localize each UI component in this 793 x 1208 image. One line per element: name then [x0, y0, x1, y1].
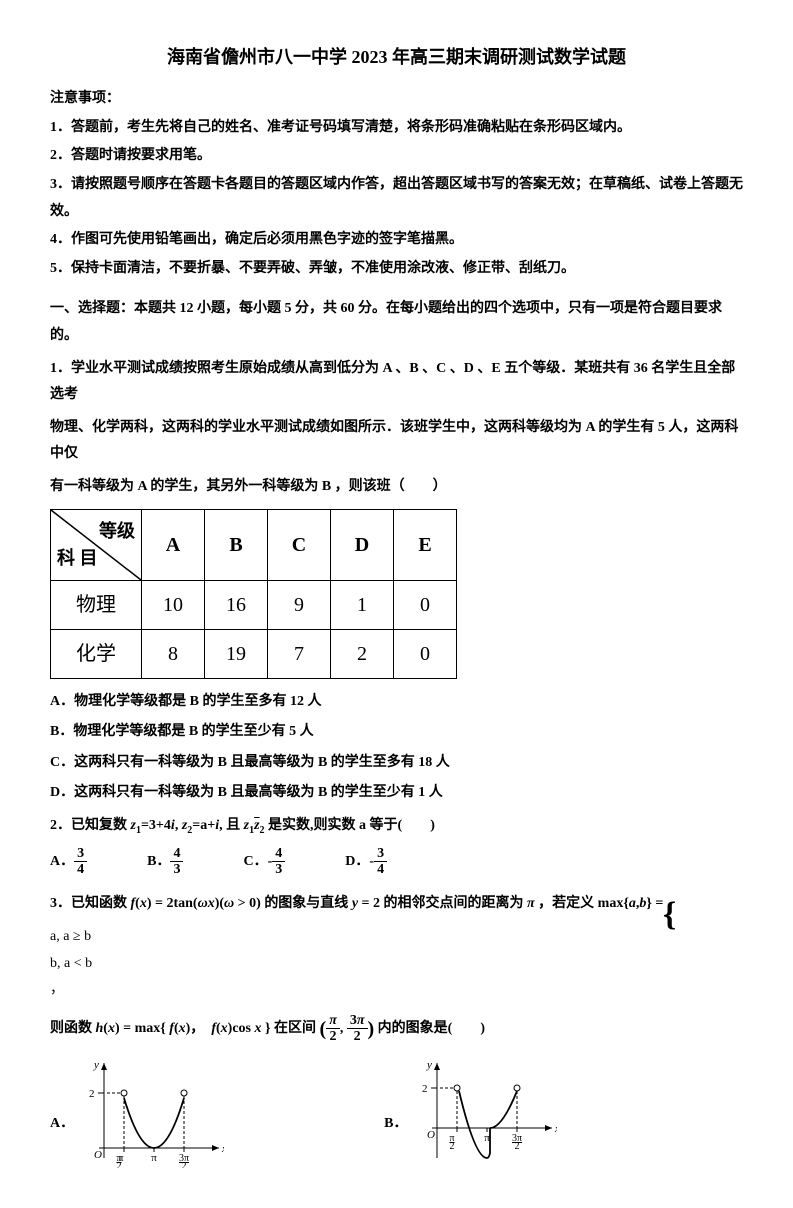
- grade-table: 等级 科 目 A B C D E 物理 10 16 9 1 0 化学 8 19 …: [50, 509, 457, 679]
- instructions-block: 注意事项： 1．答题前，考生先将自己的姓名、准考证号码填写清楚，将条形码准确粘贴…: [50, 86, 743, 282]
- q3-l1c: 的相邻交点间的距离为: [384, 896, 528, 911]
- col-header: C: [268, 509, 331, 580]
- diag-bot-label: 科 目: [57, 541, 98, 575]
- instruction-item: 1．答题前，考生先将自己的姓名、准考证号码填写清楚，将条形码准确粘贴在条形码区域…: [50, 115, 743, 142]
- svg-text:2: 2: [117, 1161, 122, 1168]
- graph-a-block: A． x y O 2 π π 2 π 3π 2: [50, 1058, 224, 1168]
- instruction-item: 4．作图可先使用铅笔画出，确定后必须用黑色字迹的签字笔描黑。: [50, 227, 743, 254]
- col-header: E: [394, 509, 457, 580]
- svg-text:x: x: [554, 1123, 557, 1135]
- q3-graphs: A． x y O 2 π π 2 π 3π 2: [50, 1058, 743, 1168]
- table-cell: 2: [331, 629, 394, 678]
- svg-text:O: O: [427, 1129, 435, 1141]
- table-cell: 9: [268, 580, 331, 629]
- q2-mid: 是实数,则实数 a 等于( ): [268, 818, 435, 833]
- graph-b-block: B． x y O 2 π 2 π 3π 2: [384, 1058, 557, 1168]
- section-1-heading: 一、选择题：本题共 12 小题，每小题 5 分，共 60 分。在每小题给出的四个…: [50, 296, 743, 349]
- table-cell: 10: [142, 580, 205, 629]
- table-cell: 16: [205, 580, 268, 629]
- q3-l1d: ，若定义: [538, 896, 598, 911]
- col-header: A: [142, 509, 205, 580]
- q2-prefix: 2．已知复数: [50, 818, 131, 833]
- svg-text:2: 2: [450, 1141, 455, 1152]
- svg-text:O: O: [94, 1149, 102, 1161]
- col-header: B: [205, 509, 268, 580]
- table-cell: 8: [142, 629, 205, 678]
- q2-option-b: B．43: [147, 846, 183, 878]
- q2-options: A．34 B．43 C．-43 D．-34: [50, 846, 743, 878]
- q1-option-d: D．这两科只有一科等级为 B 且最高等级为 B 的学生至少有 1 人: [50, 780, 743, 807]
- table-cell: 1: [331, 580, 394, 629]
- instruction-item: 3．请按照题号顺序在答题卡各题目的答题区域内作答，超出答题区域书写的答案无效；在…: [50, 172, 743, 225]
- table-header-row: 等级 科 目 A B C D E: [51, 509, 457, 580]
- diagonal-header-cell: 等级 科 目: [51, 509, 142, 580]
- instruction-item: 5．保持卡面清洁，不要折暴、不要弄破、弄皱，不准使用涂改液、修正带、刮纸刀。: [50, 256, 743, 283]
- svg-text:π: π: [485, 1132, 491, 1144]
- graph-a-label: A．: [50, 1111, 74, 1138]
- instructions-heading: 注意事项：: [50, 86, 743, 113]
- table-cell: 19: [205, 629, 268, 678]
- diag-top-label: 等级: [99, 514, 135, 548]
- q3-l1b: 的图象与直线: [264, 896, 352, 911]
- q3-l2c: 内的图象是( ): [378, 1021, 485, 1036]
- row-label: 物理: [51, 580, 142, 629]
- col-header: D: [331, 509, 394, 580]
- svg-text:2: 2: [515, 1141, 520, 1152]
- q3-line2: 则函数 h(x) = max{ f(x)， f(x)cos x } 在区间 (π…: [50, 1010, 743, 1048]
- graph-b-icon: x y O 2 π 2 π 3π 2: [417, 1058, 557, 1168]
- q1-line3: 有一科等级为 A 的学生，其另外一科等级为 B ，则该班（ ）: [50, 474, 743, 501]
- table-cell: 7: [268, 629, 331, 678]
- q1-option-c: C．这两科只有一科等级为 B 且最高等级为 B 的学生至多有 18 人: [50, 750, 743, 777]
- table-row: 化学 8 19 7 2 0: [51, 629, 457, 678]
- q3-l1a: 3．已知函数: [50, 896, 131, 911]
- row-label: 化学: [51, 629, 142, 678]
- svg-text:2: 2: [182, 1161, 187, 1168]
- instruction-item: 2．答题时请按要求用笔。: [50, 143, 743, 170]
- svg-text:y: y: [426, 1059, 432, 1071]
- q3-line1: 3．已知函数 f(x) = 2tan(ωx)(ω > 0) 的图象与直线 y =…: [50, 891, 743, 918]
- svg-text:2: 2: [422, 1083, 428, 1095]
- graph-a-icon: x y O 2 π π 2 π 3π 2: [84, 1058, 224, 1168]
- q1-line1: 1．学业水平测试成绩按照考生原始成绩从高到低分为 A 、B 、C 、D 、E 五…: [50, 356, 743, 409]
- svg-text:2: 2: [89, 1088, 95, 1100]
- q2-option-c: C．-43: [243, 846, 285, 878]
- q1-option-a: A．物理化学等级都是 B 的学生至多有 12 人: [50, 689, 743, 716]
- svg-text:x: x: [221, 1143, 224, 1155]
- q3-l2b: 在区间: [274, 1021, 320, 1036]
- svg-text:y: y: [93, 1059, 99, 1071]
- q2-option-a: A．34: [50, 846, 87, 878]
- table-row: 物理 10 16 9 1 0: [51, 580, 457, 629]
- q2-option-d: D．-34: [345, 846, 387, 878]
- svg-text:π: π: [151, 1152, 157, 1164]
- page-title: 海南省儋州市八一中学 2023 年高三期末调研测试数学试题: [50, 40, 743, 74]
- q1-option-b: B．物理化学等级都是 B 的学生至少有 5 人: [50, 719, 743, 746]
- table-cell: 0: [394, 580, 457, 629]
- q1-options: A．物理化学等级都是 B 的学生至多有 12 人 B．物理化学等级都是 B 的学…: [50, 689, 743, 807]
- q2-stem: 2．已知复数 z1=3+4i, z2=a+i, 且 z1z2 是实数,则实数 a…: [50, 813, 743, 840]
- q3-l2a: 则函数: [50, 1021, 96, 1036]
- graph-b-label: B．: [384, 1111, 407, 1138]
- table-cell: 0: [394, 629, 457, 678]
- q1-line2: 物理、化学两科，这两科的学业水平测试成绩如图所示．该班学生中，这两科等级均为 A…: [50, 415, 743, 468]
